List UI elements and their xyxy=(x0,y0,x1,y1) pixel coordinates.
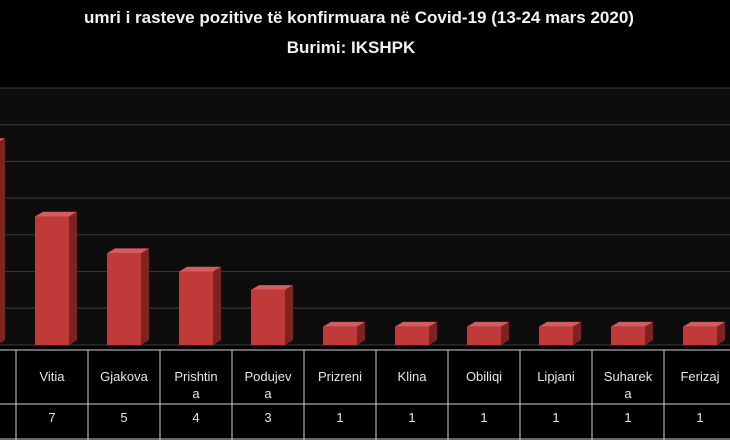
bar-top xyxy=(35,211,77,217)
value-label: 5 xyxy=(120,410,127,425)
chart-title: umri i rasteve pozitive të konfirmuara n… xyxy=(84,8,634,27)
bar-side xyxy=(357,321,365,345)
value-label: 1 xyxy=(552,410,559,425)
category-label: Prizreni xyxy=(318,369,362,384)
category-label: Suharek xyxy=(604,369,653,384)
category-label: Prishtin xyxy=(174,369,217,384)
bar-side xyxy=(429,321,437,345)
category-label: Gjakova xyxy=(100,369,148,384)
category-label: Podujev xyxy=(245,369,292,384)
category-label: a xyxy=(264,386,272,401)
bar-side xyxy=(141,248,149,345)
bar xyxy=(395,326,429,345)
value-label: 4 xyxy=(192,410,199,425)
bar xyxy=(179,271,213,345)
bar-top xyxy=(539,321,581,327)
bar-side xyxy=(717,321,725,345)
bar-top xyxy=(179,266,221,272)
value-label: 7 xyxy=(48,410,55,425)
bar xyxy=(251,289,285,345)
bar-side xyxy=(645,321,653,345)
bar-side xyxy=(213,266,221,345)
value-label: 1 xyxy=(336,410,343,425)
chart-subtitle: Burimi: IKSHPK xyxy=(286,38,416,57)
category-label: Vitia xyxy=(39,369,65,384)
category-label: a xyxy=(624,386,632,401)
bar xyxy=(107,253,141,345)
category-label: Ferizaj xyxy=(680,369,719,384)
bar-top xyxy=(683,321,725,327)
category-label: Obiliqi xyxy=(466,369,502,384)
data-table xyxy=(0,350,730,440)
bar xyxy=(683,326,717,345)
bar xyxy=(611,326,645,345)
category-label: a xyxy=(192,386,200,401)
bar xyxy=(467,326,501,345)
bar-top xyxy=(467,321,509,327)
value-label: 1 xyxy=(624,410,631,425)
bar xyxy=(35,216,69,345)
value-label: 1 xyxy=(408,410,415,425)
category-label: Lipjani xyxy=(537,369,575,384)
bar-top xyxy=(0,138,5,142)
bar-top xyxy=(395,321,437,327)
value-label: 1 xyxy=(696,410,703,425)
bar-top xyxy=(251,285,293,290)
category-label: Klina xyxy=(398,369,428,384)
bar-side xyxy=(573,321,581,345)
bar-side xyxy=(69,211,77,345)
bar-side xyxy=(0,138,5,344)
bar-top xyxy=(107,248,149,254)
bar-top xyxy=(323,321,365,327)
bar-side xyxy=(501,321,509,345)
value-label: 1 xyxy=(480,410,487,425)
bar-side xyxy=(285,285,293,345)
value-label: 3 xyxy=(264,410,271,425)
bar xyxy=(539,326,573,345)
bar xyxy=(323,326,357,345)
bar-top xyxy=(611,321,653,327)
